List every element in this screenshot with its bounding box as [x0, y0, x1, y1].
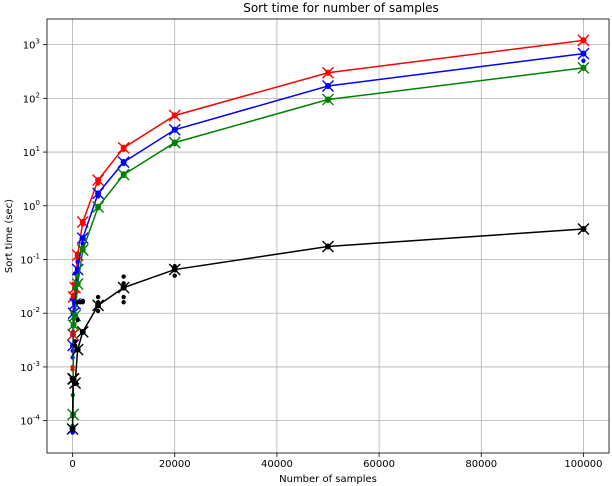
plot-area-frame	[46, 18, 610, 454]
mean-point	[79, 328, 86, 335]
x-axis: 0 20000 40000 60000 80000 100000	[69, 453, 603, 470]
scatter-point	[75, 317, 80, 323]
mean-point	[120, 159, 127, 166]
series-1	[67, 34, 590, 372]
y-tick-label: 10-4	[20, 414, 40, 428]
scatter-point	[75, 259, 80, 265]
mean-point	[171, 139, 178, 146]
scatter-point	[95, 308, 101, 314]
scatter-point	[95, 294, 101, 300]
x-tick-label: 80000	[465, 459, 497, 470]
scatter-point	[80, 241, 85, 246]
scatter-point	[80, 298, 85, 304]
mean-point	[95, 177, 102, 184]
scatter-point	[75, 273, 80, 278]
x-axis-label: Number of samples	[279, 474, 377, 485]
mean-point	[95, 203, 102, 210]
mean-point	[580, 225, 587, 232]
mean-point	[325, 243, 331, 250]
scatter-point	[172, 273, 177, 278]
mean-point	[171, 126, 178, 133]
mean-point	[171, 266, 178, 273]
y-tick-label: 10-3	[20, 360, 40, 374]
mean-point	[79, 218, 86, 225]
mean-point	[580, 37, 587, 44]
mean-point	[72, 380, 79, 387]
mean-point	[120, 144, 127, 151]
x-tick-label: 20000	[159, 459, 191, 470]
series-line	[71, 228, 584, 429]
series-layer	[66, 34, 590, 435]
y-tick-label: 10-1	[20, 253, 40, 267]
y-tick-label: 103	[23, 38, 40, 52]
mean-point	[120, 284, 127, 291]
scatter-point	[121, 281, 126, 286]
y-tick-label: 102	[23, 91, 40, 105]
series-line	[72, 52, 584, 346]
scatter-point	[72, 339, 78, 344]
series-2	[67, 47, 590, 435]
mean-point	[72, 312, 79, 319]
series-line	[72, 39, 584, 335]
y-axis-label: Sort time (sec)	[4, 199, 15, 273]
series-3	[67, 61, 590, 429]
y-tick-label: 100	[23, 199, 40, 213]
mean-point	[120, 171, 127, 178]
y-axis: 10-4 10-3 10-2 10-1 100 101 102 103	[20, 38, 47, 428]
scatter-point	[581, 58, 586, 64]
mean-point	[74, 346, 81, 353]
mean-point	[325, 96, 331, 103]
mean-point	[69, 425, 76, 432]
scatter-point	[121, 294, 126, 300]
mean-point	[580, 64, 587, 71]
mean-point	[325, 69, 331, 76]
chart-title: Sort time for number of samples	[243, 1, 439, 15]
scatter-point	[121, 300, 126, 305]
series-4	[66, 222, 590, 435]
mean-point	[70, 322, 77, 329]
x-tick-label: 60000	[363, 459, 395, 470]
mean-point	[79, 247, 86, 254]
mean-point	[95, 302, 102, 309]
mean-point	[95, 190, 102, 197]
x-tick-label: 100000	[564, 459, 602, 470]
y-tick-label: 10-2	[20, 306, 40, 320]
mean-point	[171, 112, 178, 119]
x-tick-label: 40000	[261, 459, 293, 470]
scatter-point	[121, 274, 126, 279]
x-tick-label: 0	[69, 459, 75, 470]
mean-point	[580, 50, 587, 57]
mean-point	[74, 280, 81, 287]
series-line	[72, 67, 584, 415]
mean-point	[325, 82, 331, 89]
y-tick-label: 101	[23, 145, 40, 159]
mean-point	[79, 235, 86, 242]
